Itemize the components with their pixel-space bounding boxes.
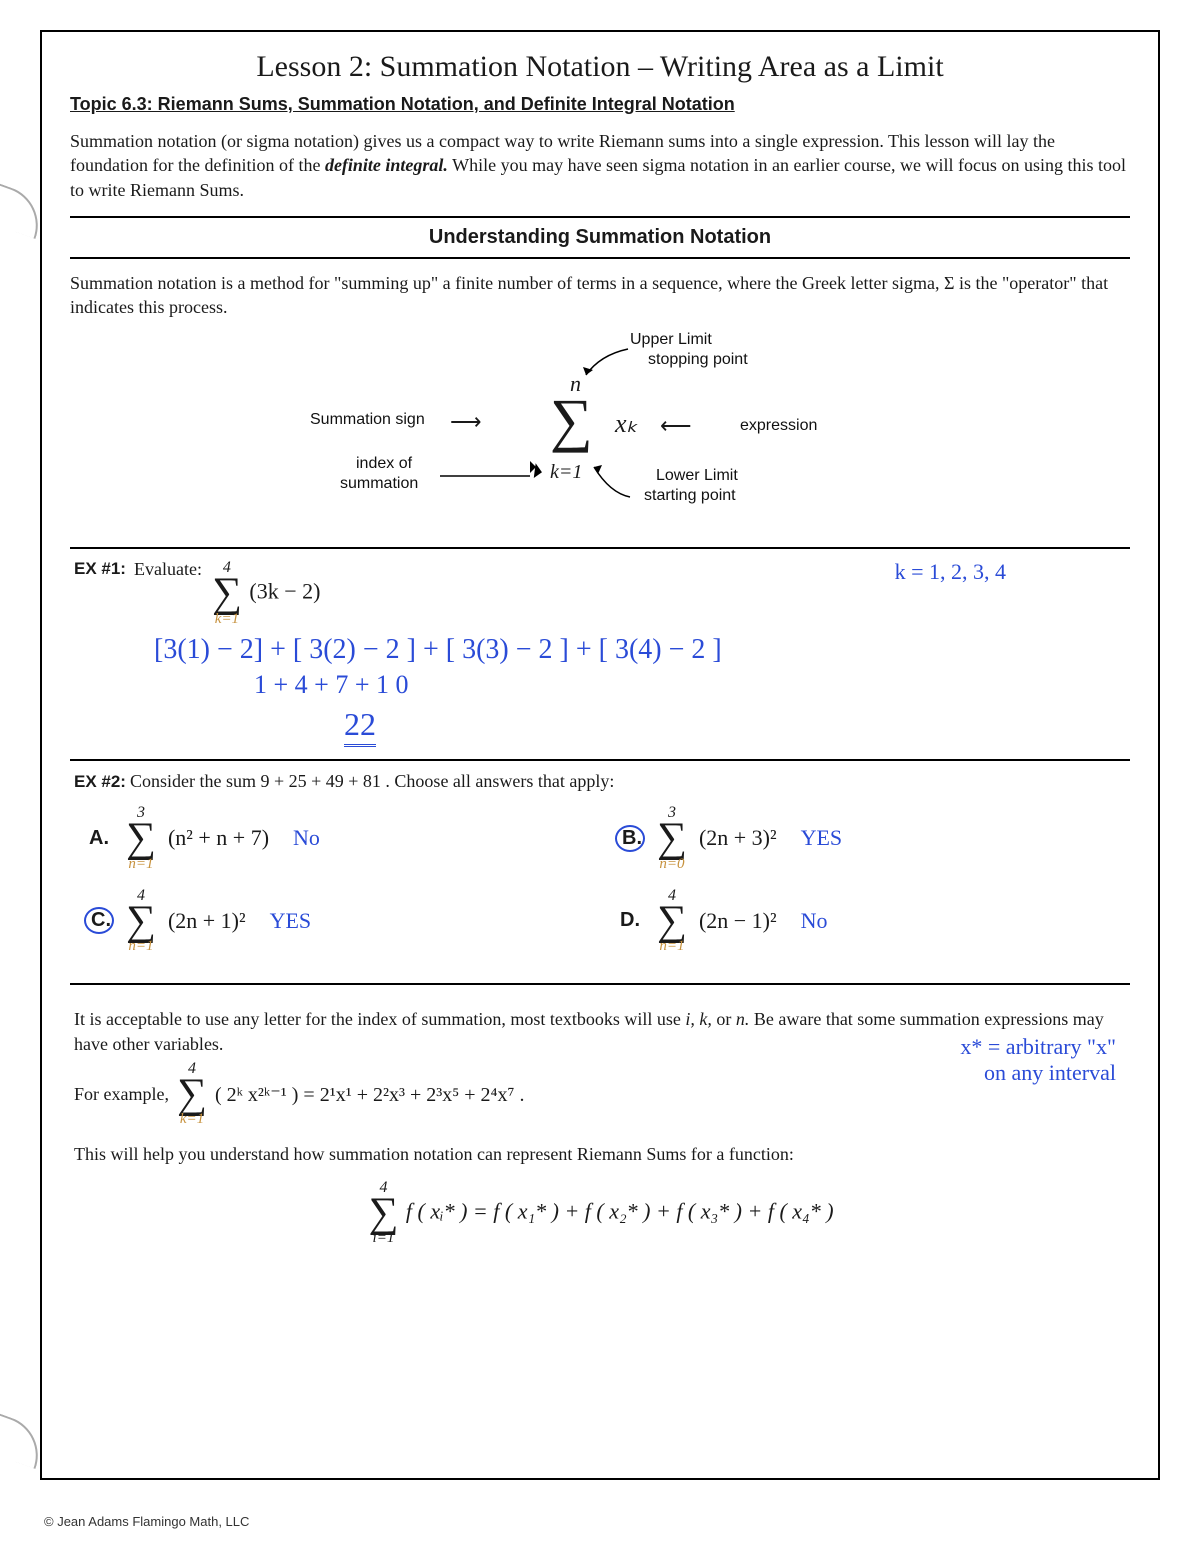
- choice-b-expr: (2n + 3)²: [699, 825, 777, 851]
- sigma-symbol: ∑: [550, 386, 593, 455]
- index-label: index of: [356, 455, 412, 473]
- choice-b-letter: B.: [615, 825, 645, 852]
- choice-c-ans: YES: [270, 908, 312, 934]
- ex2-text: Consider the sum 9 + 25 + 49 + 81 . Choo…: [130, 771, 614, 791]
- ex2-choices: A. 3∑n=1 (n² + n + 7) No B. 3∑n=0 (2n + …: [84, 804, 1116, 955]
- choice-a: A. 3∑n=1 (n² + n + 7) No: [84, 804, 585, 873]
- final-expr: f ( xᵢ* ) = f ( x₁* ) + f ( x₂* ) + f ( …: [406, 1198, 834, 1223]
- sigma-k: k=1: [550, 461, 582, 484]
- for-example-label: For example,: [74, 1084, 169, 1105]
- choice-d-ans: No: [801, 908, 828, 934]
- upper-limit-label: Upper Limit: [630, 331, 712, 349]
- topic-heading: Topic 6.3: Riemann Sums, Summation Notat…: [70, 94, 1130, 115]
- sigma-diagram: Upper Limit stopping point Summation sig…: [70, 331, 1130, 541]
- sumsign-label: Summation sign: [310, 411, 425, 429]
- xstar-note-1: x* = arbitrary "x": [960, 1034, 1116, 1060]
- example-1: EX #1: Evaluate: 4 ∑ k=1 (3k − 2) k = 1,…: [70, 549, 1130, 759]
- choice-c-letter: C.: [84, 907, 114, 934]
- ex1-answer: 22: [344, 706, 376, 747]
- lower-arrow-icon: [590, 463, 634, 503]
- choice-d: D. 4∑n=1 (2n − 1)² No: [615, 887, 1116, 956]
- expression-label: expression: [740, 417, 817, 435]
- page-frame: Lesson 2: Summation Notation – Writing A…: [40, 30, 1160, 1480]
- choice-c: C. 4∑n=1 (2n + 1)² YES: [84, 887, 585, 956]
- left-arrow-icon: ⟵: [660, 413, 692, 439]
- choice-b: B. 3∑n=0 (2n + 3)² YES: [615, 804, 1116, 873]
- ex1-bot: k=1: [212, 611, 242, 628]
- ex1-label: EX #1:: [74, 559, 126, 579]
- ex1-work1: [3(1) − 2] + [ 3(2) − 2 ] + [ 3(3) − 2 ]…: [154, 634, 1126, 666]
- copyright: © Jean Adams Flamingo Math, LLC: [44, 1514, 249, 1529]
- right-arrow-icon: ⟶: [450, 409, 482, 435]
- upper-limit-label2: stopping point: [648, 351, 748, 369]
- ex1-sum: 4 ∑ k=1 (3k − 2): [210, 559, 321, 628]
- ex2-label: EX #2:: [74, 772, 126, 791]
- ex1-word: Evaluate:: [134, 559, 202, 580]
- choice-d-letter: D.: [615, 909, 645, 932]
- bottom-section: It is acceptable to use any letter for t…: [70, 985, 1130, 1263]
- index-label2: summation: [340, 475, 418, 493]
- xstar-note-2: on any interval: [960, 1060, 1116, 1086]
- upper-arrow-icon: [580, 345, 640, 381]
- lesson-title: Lesson 2: Summation Notation – Writing A…: [70, 50, 1130, 84]
- final-equation: 4∑i=1 f ( xᵢ* ) = f ( x₁* ) + f ( x₂* ) …: [74, 1179, 1126, 1248]
- choice-a-ans: No: [293, 825, 320, 851]
- para4: This will help you understand how summat…: [74, 1142, 1126, 1166]
- intro-paragraph: Summation notation (or sigma notation) g…: [70, 129, 1130, 202]
- sigma-xk: xₖ: [615, 409, 638, 439]
- ex1-work2: 1 + 4 + 7 + 1 0: [254, 670, 1126, 700]
- lower-limit-label: Lower Limit: [656, 467, 738, 485]
- ex1-kvals: k = 1, 2, 3, 4: [895, 559, 1006, 585]
- section-heading: Understanding Summation Notation: [70, 216, 1130, 259]
- choice-c-expr: (2n + 1)²: [168, 908, 246, 934]
- intro-em: definite integral.: [325, 155, 448, 175]
- lower-limit-label2: starting point: [644, 487, 736, 505]
- choice-a-expr: (n² + n + 7): [168, 825, 269, 851]
- choice-a-letter: A.: [84, 827, 114, 850]
- ex1-expr: (3k − 2): [249, 579, 320, 604]
- example-2: EX #2: Consider the sum 9 + 25 + 49 + 81…: [70, 761, 1130, 983]
- choice-b-ans: YES: [801, 825, 843, 851]
- index-arrow-icon: [440, 461, 550, 491]
- summation-def: Summation notation is a method for "summ…: [70, 271, 1130, 320]
- choice-d-expr: (2n − 1)²: [699, 908, 777, 934]
- forex-expr: ( 2ᵏ x²ᵏ⁻¹ ) = 2¹x¹ + 2²x³ + 2³x⁵ + 2⁴x⁷…: [215, 1082, 525, 1107]
